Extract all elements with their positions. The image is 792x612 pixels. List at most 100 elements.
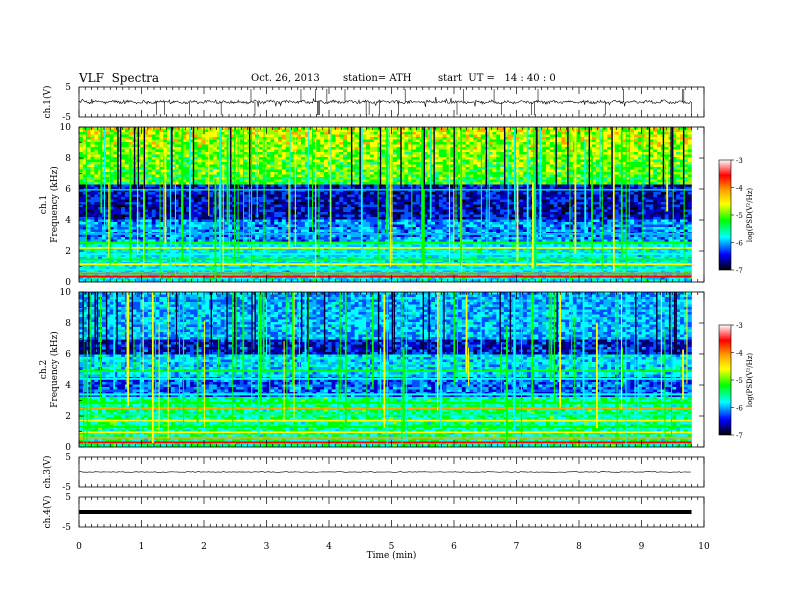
cell — [124, 194, 130, 198]
cell — [136, 189, 141, 193]
cell — [488, 192, 493, 195]
cell — [366, 164, 371, 168]
cell — [488, 174, 493, 178]
cell — [258, 192, 264, 195]
cell — [270, 132, 275, 135]
cell — [431, 139, 436, 143]
cell — [584, 162, 589, 165]
cell — [626, 172, 631, 175]
cell — [285, 194, 290, 198]
cell — [412, 147, 417, 150]
cell — [274, 164, 279, 168]
cell — [373, 137, 378, 140]
cell — [182, 132, 187, 135]
cell — [389, 182, 394, 185]
cell — [209, 179, 214, 183]
cell — [216, 164, 221, 168]
cell — [377, 164, 382, 168]
cell — [174, 164, 179, 168]
cell — [492, 192, 497, 195]
cell — [216, 159, 221, 163]
cell — [243, 129, 248, 133]
cell — [412, 132, 417, 135]
cell — [140, 184, 145, 188]
cell — [144, 164, 149, 168]
cell — [477, 147, 482, 150]
cell — [507, 174, 512, 178]
cell — [469, 157, 474, 160]
cell — [312, 194, 317, 198]
cell — [588, 152, 593, 155]
cell — [519, 127, 524, 130]
cell — [519, 199, 524, 203]
cell — [488, 159, 493, 163]
cell — [339, 132, 344, 135]
cell — [618, 189, 623, 193]
cell — [128, 134, 133, 138]
cell — [549, 144, 554, 148]
cell — [278, 202, 283, 205]
cell — [477, 129, 482, 133]
cell — [79, 147, 84, 150]
cell — [549, 172, 554, 175]
cell — [392, 127, 398, 130]
cell — [346, 194, 352, 198]
cell — [197, 132, 202, 135]
cell — [676, 137, 681, 140]
cell — [492, 177, 497, 180]
cell — [683, 137, 688, 140]
cell — [270, 147, 275, 150]
cell — [446, 184, 451, 188]
cell — [281, 167, 287, 170]
cell — [90, 129, 95, 133]
cell — [205, 167, 210, 170]
cell — [576, 154, 581, 158]
cell — [396, 177, 401, 180]
cell — [343, 194, 348, 198]
cell — [331, 129, 336, 133]
cell — [461, 199, 466, 203]
cell — [79, 194, 84, 198]
cell — [167, 149, 172, 153]
cell — [98, 149, 103, 153]
cell — [438, 157, 443, 160]
cell — [626, 184, 631, 188]
cell — [289, 144, 294, 148]
cell — [389, 129, 394, 133]
cell — [90, 142, 95, 145]
cell — [641, 142, 646, 145]
cell — [603, 152, 608, 155]
cell — [438, 179, 443, 183]
cell — [687, 194, 692, 198]
cell — [209, 177, 214, 180]
cell — [511, 132, 516, 135]
cell — [438, 159, 443, 163]
cell — [412, 169, 417, 173]
cell — [657, 149, 662, 153]
cell — [209, 152, 214, 155]
cell — [140, 127, 145, 130]
cell — [400, 174, 405, 178]
cell — [557, 154, 562, 158]
cell — [335, 162, 340, 165]
cell — [121, 132, 126, 135]
cell — [201, 137, 206, 140]
cell — [507, 152, 512, 155]
cell — [308, 147, 313, 150]
cell — [297, 127, 302, 130]
cell — [193, 202, 198, 205]
date-label: Oct. 26, 2013 — [251, 73, 320, 84]
cell — [618, 169, 623, 173]
cell — [193, 134, 198, 138]
cell — [366, 152, 371, 155]
cell — [220, 154, 225, 158]
cell — [373, 142, 378, 145]
cell — [576, 147, 581, 150]
cell — [469, 147, 474, 150]
cell — [634, 129, 639, 133]
cell — [205, 189, 210, 193]
cell — [412, 129, 417, 133]
cell — [676, 169, 681, 173]
cell — [542, 202, 547, 205]
cell — [442, 189, 447, 193]
